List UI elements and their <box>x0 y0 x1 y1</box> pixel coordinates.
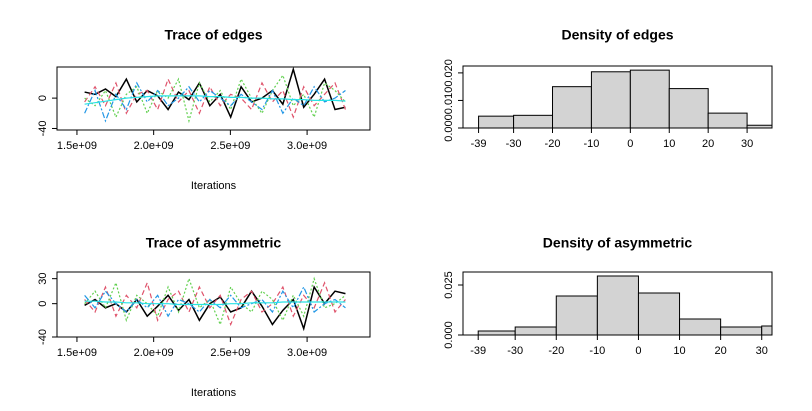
y-tick-label: 0.020 <box>443 59 455 87</box>
y-tick-label: 0.010 <box>443 87 455 115</box>
chart-title: Trace of asymmetric <box>146 235 282 251</box>
plot-box <box>462 271 773 336</box>
trace-line <box>84 281 346 327</box>
histogram-bar <box>761 325 772 335</box>
x-tick-label: 2.0e+09 <box>134 140 174 152</box>
trace-line <box>84 276 346 327</box>
plot-area <box>478 69 772 128</box>
y-tick-label: 0 <box>37 95 49 101</box>
x-tick-label: -10 <box>583 138 599 150</box>
x-tick-label: -20 <box>548 345 564 357</box>
y-tick-label: -40 <box>37 329 49 345</box>
trace-line <box>84 285 346 318</box>
x-tick-label: 3.0e+09 <box>287 140 327 152</box>
chart-title: Trace of edges <box>164 27 262 43</box>
x-tick-label: 30 <box>741 138 753 150</box>
histogram-bar <box>477 330 516 335</box>
histogram-bar <box>720 326 763 335</box>
x-tick-label: 0 <box>627 138 633 150</box>
histogram-bar <box>555 295 598 335</box>
plot-area <box>84 67 347 124</box>
y-tick-label: -40 <box>37 121 49 137</box>
x-tick-label: 0 <box>635 345 641 357</box>
chart-title: Density of asymmetric <box>543 235 693 251</box>
x-tick-label: 2.5e+09 <box>210 347 250 359</box>
histogram-bar <box>629 69 670 128</box>
histogram-bar <box>707 112 748 128</box>
x-tick-label: 30 <box>756 345 768 357</box>
x-tick-label: -30 <box>506 138 522 150</box>
histogram-bar <box>596 275 639 335</box>
x-tick-label: 2.0e+09 <box>134 347 174 359</box>
plot-box <box>462 65 773 129</box>
x-tick-label: -20 <box>545 138 561 150</box>
x-tick-label: 10 <box>663 138 675 150</box>
x-tick-label: 20 <box>702 138 714 150</box>
x-tick-label: 1.5e+09 <box>57 347 97 359</box>
histogram-bar <box>514 326 557 335</box>
histogram-bar <box>513 114 554 128</box>
trace-line <box>84 300 346 306</box>
histogram-bar <box>746 124 772 128</box>
x-tick-label: 10 <box>673 345 685 357</box>
y-tick-label: 30 <box>37 273 49 285</box>
x-tick-label: -39 <box>470 345 486 357</box>
y-tick-label: 0.000 <box>443 114 455 142</box>
y-tick-label: 0 <box>37 301 49 307</box>
plot-area <box>477 275 772 335</box>
histogram-bar <box>637 292 681 335</box>
trace-line <box>84 81 346 123</box>
x-axis-label: Iterations <box>191 180 237 192</box>
y-tick-label: 0.025 <box>443 271 455 299</box>
x-tick-label: 20 <box>715 345 727 357</box>
x-tick-label: 3.0e+09 <box>287 347 327 359</box>
plot-box <box>56 271 371 338</box>
x-tick-label: -30 <box>507 345 523 357</box>
x-tick-label: 1.5e+09 <box>57 140 97 152</box>
x-tick-label: -10 <box>589 345 605 357</box>
trace-line <box>84 67 346 120</box>
trace-line <box>84 95 346 105</box>
x-tick-label: 2.5e+09 <box>210 140 250 152</box>
histogram-bar <box>590 71 631 128</box>
x-axis-label: Iterations <box>191 387 237 399</box>
histogram-bar <box>668 88 709 128</box>
plot-area <box>84 276 346 332</box>
histogram-bar <box>679 318 722 335</box>
histogram-bar <box>552 86 592 128</box>
histogram-bar <box>478 115 515 128</box>
y-tick-label: 0.000 <box>443 321 455 349</box>
x-tick-label: -39 <box>471 138 487 150</box>
chart-title: Density of edges <box>561 27 673 43</box>
